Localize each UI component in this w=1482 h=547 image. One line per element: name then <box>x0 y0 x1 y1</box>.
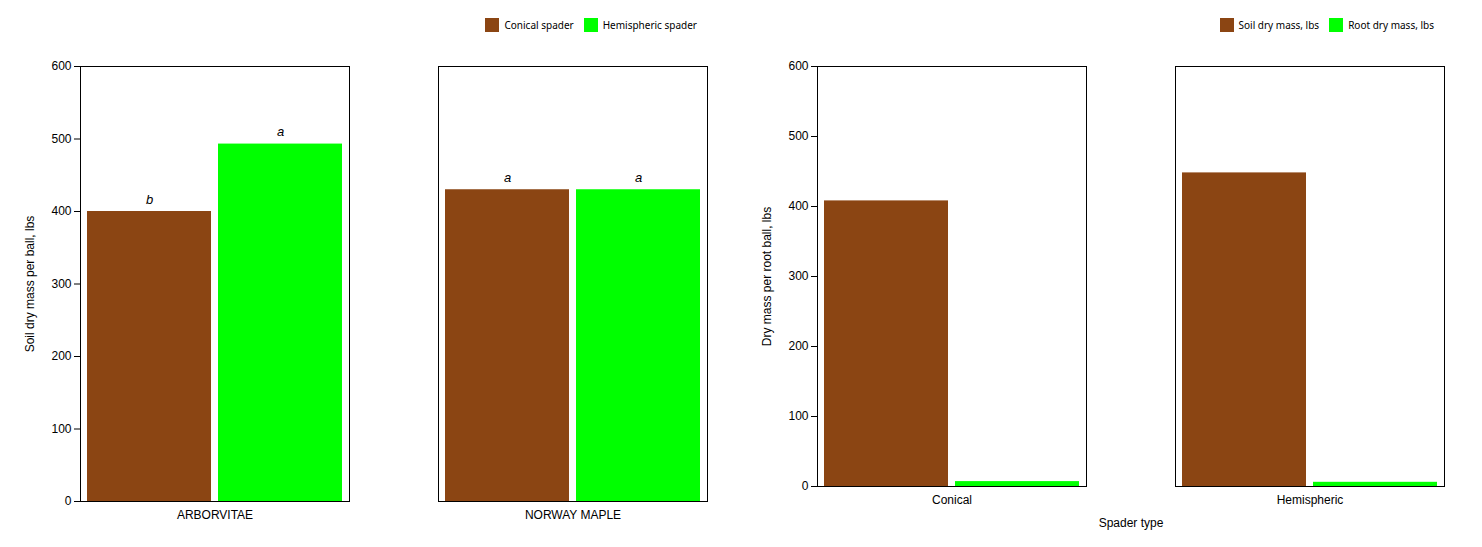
svg-text:Hemispheric: Hemispheric <box>1277 493 1344 507</box>
svg-text:Dry mass per root ball, lbs: Dry mass per root ball, lbs <box>760 207 774 346</box>
svg-text:b: b <box>146 192 153 207</box>
svg-text:200: 200 <box>788 339 808 353</box>
html-text:Conical spader: Conical spader <box>504 17 574 32</box>
svg-text:Spader type: Spader type <box>1099 516 1164 530</box>
html-text:Hemispheric spader: Hemispheric spader <box>602 17 697 32</box>
svg-text:0: 0 <box>65 494 72 508</box>
svg-text:500: 500 <box>788 129 808 143</box>
svg-text:300: 300 <box>788 269 808 283</box>
svg-text:400: 400 <box>788 199 808 213</box>
svg-text:100: 100 <box>51 422 71 436</box>
svg-text:500: 500 <box>51 132 71 146</box>
svg-text:Soil dry mass per ball, lbs: Soil dry mass per ball, lbs <box>23 216 37 353</box>
html-text:Root dry mass, lbs: Root dry mass, lbs <box>1348 17 1434 32</box>
svg-text:Conical: Conical <box>932 493 972 507</box>
svg-text:600: 600 <box>51 59 71 73</box>
svg-text:NORWAY MAPLE: NORWAY MAPLE <box>525 508 621 522</box>
svg-text:a: a <box>277 124 284 139</box>
html-text:Soil dry mass, lbs: Soil dry mass, lbs <box>1238 17 1320 32</box>
svg-text:300: 300 <box>51 277 71 291</box>
svg-text:100: 100 <box>788 409 808 423</box>
svg-text:200: 200 <box>51 349 71 363</box>
svg-text:600: 600 <box>788 59 808 73</box>
svg-text:400: 400 <box>51 204 71 218</box>
svg-text:a: a <box>635 170 642 185</box>
svg-text:0: 0 <box>802 479 809 493</box>
svg-text:a: a <box>504 170 511 185</box>
svg-text:ARBORVITAE: ARBORVITAE <box>177 508 253 522</box>
